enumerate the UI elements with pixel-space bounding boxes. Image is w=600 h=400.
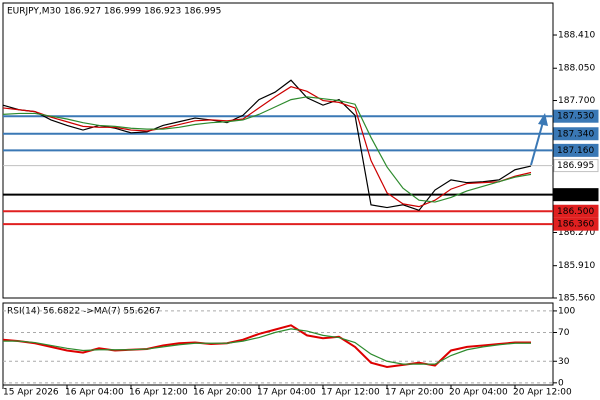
x-tick-label: 16 Apr 04:00: [65, 388, 124, 398]
level-label: 186.680: [557, 190, 594, 200]
x-tick-label: 17 Apr 20:00: [385, 388, 444, 398]
series-line: [2, 324, 531, 369]
x-tick-label: 16 Apr 20:00: [193, 388, 252, 398]
y-tick-label: 0: [558, 378, 564, 388]
series-line: [2, 86, 532, 208]
y-tick-label: 188.050: [558, 64, 595, 74]
rsi-panel: [2, 302, 554, 386]
arrow: [530, 113, 548, 166]
level-label-box: [553, 217, 599, 231]
rsi-title: RSI(14) 56.6822 ->MA(7) 55.6267: [7, 307, 161, 317]
x-tick-label: 20 Apr 04:00: [449, 388, 508, 398]
y-tick-label: 100: [558, 306, 575, 316]
level-label: 187.530: [557, 112, 594, 122]
y-tick-label: 186.270: [558, 228, 595, 238]
level-label-box: [553, 204, 599, 218]
x-tick-label: 17 Apr 04:00: [257, 388, 316, 398]
series-line: [2, 96, 532, 203]
y-tick-label: 188.410: [558, 31, 595, 41]
x-tick-label: 16 Apr 12:00: [129, 388, 188, 398]
y-tick-label: 70: [558, 328, 570, 338]
level-label: 186.995: [557, 161, 594, 171]
level-label-box: [553, 127, 599, 141]
level-label: 187.340: [557, 129, 594, 139]
level-label-box: [553, 109, 599, 123]
level-label: 186.500: [557, 207, 594, 217]
series-line: [3, 328, 531, 365]
x-tick-label: 17 Apr 12:00: [321, 388, 380, 398]
series-line: [2, 79, 532, 212]
y-tick-label: 30: [558, 357, 570, 367]
x-tick-label: 15 Apr 2026: [3, 388, 59, 398]
level-label-box: [553, 188, 599, 202]
x-tick-label: 20 Apr 12:00: [513, 388, 572, 398]
y-tick-label: 185.560: [558, 294, 595, 304]
y-tick-label: 187.700: [558, 96, 595, 106]
level-label: 187.160: [557, 146, 594, 156]
level-label-box: [553, 159, 599, 173]
chart-title: EURJPY,M30 186.927 186.999 186.923 186.9…: [7, 7, 221, 17]
level-label-box: [553, 143, 599, 157]
y-tick-label: 185.910: [558, 261, 595, 271]
level-label: 186.360: [557, 220, 594, 230]
